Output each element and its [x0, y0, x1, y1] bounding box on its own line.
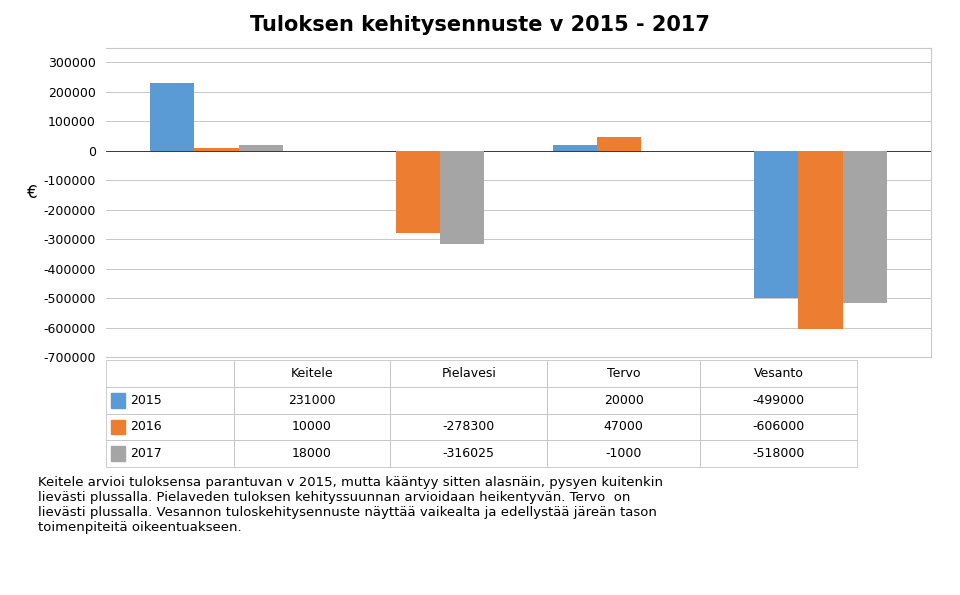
Bar: [391, 440, 547, 467]
Bar: [700, 360, 857, 387]
Bar: [150, 83, 194, 151]
Bar: [597, 137, 641, 151]
Bar: [106, 387, 233, 414]
Bar: [110, 393, 126, 408]
Bar: [233, 360, 391, 387]
Bar: [396, 151, 440, 233]
Bar: [700, 387, 857, 414]
Text: Pielavesi: Pielavesi: [442, 367, 496, 380]
Text: -1000: -1000: [606, 447, 642, 460]
Text: 231000: 231000: [288, 394, 336, 406]
Text: -499000: -499000: [753, 394, 804, 406]
Bar: [233, 387, 391, 414]
Bar: [440, 151, 484, 244]
Bar: [700, 414, 857, 440]
Text: Keitele arvioi tuloksensa parantuvan v 2015, mutta kääntyy sitten alasпäin, pysy: Keitele arvioi tuloksensa parantuvan v 2…: [38, 476, 663, 534]
Text: 47000: 47000: [604, 421, 643, 433]
Text: -606000: -606000: [753, 421, 804, 433]
Bar: [391, 360, 547, 387]
Text: -518000: -518000: [753, 447, 804, 460]
Text: Tuloksen kehitysennuste v 2015 - 2017: Tuloksen kehitysennuste v 2015 - 2017: [250, 15, 710, 35]
Bar: [547, 360, 700, 387]
Bar: [106, 440, 233, 467]
Bar: [391, 387, 547, 414]
Text: 2015: 2015: [131, 394, 162, 406]
Text: -316025: -316025: [443, 447, 494, 460]
Bar: [547, 414, 700, 440]
Bar: [110, 419, 126, 434]
Bar: [106, 414, 233, 440]
Text: Tervo: Tervo: [607, 367, 640, 380]
Bar: [233, 414, 391, 440]
Text: 18000: 18000: [292, 447, 332, 460]
Text: Vesanto: Vesanto: [754, 367, 804, 380]
Bar: [110, 446, 126, 461]
Text: Keitele: Keitele: [291, 367, 333, 380]
Bar: [553, 145, 597, 151]
Bar: [700, 440, 857, 467]
Bar: [238, 145, 283, 151]
Bar: [754, 151, 799, 298]
Text: 20000: 20000: [604, 394, 643, 406]
Y-axis label: €: €: [27, 184, 37, 202]
Bar: [391, 414, 547, 440]
Bar: [799, 151, 843, 329]
Text: 2017: 2017: [131, 447, 162, 460]
Text: 10000: 10000: [292, 421, 332, 433]
Bar: [843, 151, 887, 303]
Bar: [233, 440, 391, 467]
Bar: [106, 360, 233, 387]
Text: -278300: -278300: [443, 421, 495, 433]
Bar: [547, 440, 700, 467]
Bar: [547, 387, 700, 414]
Bar: [194, 148, 238, 151]
Text: 2016: 2016: [131, 421, 162, 433]
